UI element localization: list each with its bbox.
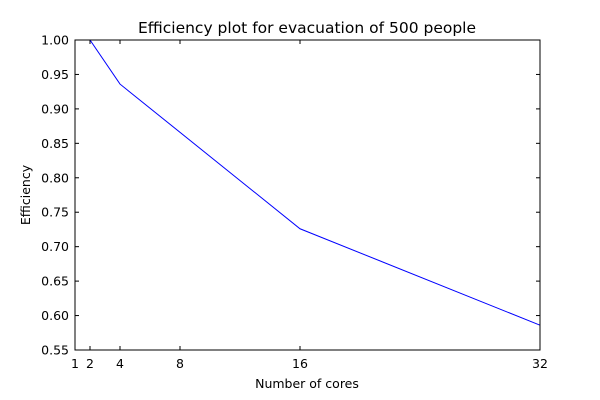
- x-tick-label: 16: [292, 356, 308, 371]
- y-tick-label: 0.95: [41, 67, 69, 82]
- y-tick-label: 0.80: [41, 170, 69, 185]
- x-tick-label: 4: [116, 356, 124, 371]
- chart-title: Efficiency plot for evacuation of 500 pe…: [138, 19, 476, 37]
- x-tick-label: 8: [176, 356, 184, 371]
- x-tick-label: 32: [532, 356, 548, 371]
- y-axis-label: Efficiency: [18, 164, 33, 225]
- plot-area-frame: [74, 39, 541, 351]
- x-axis-label: Number of cores: [255, 376, 359, 391]
- x-tick-label: 2: [86, 356, 94, 371]
- y-tick-label: 1.00: [41, 33, 69, 48]
- y-tick-label: 0.70: [41, 239, 69, 254]
- x-tick-label: 1: [71, 356, 79, 371]
- y-axis-ticks: 0.55 0.60 0.65 0.70 0.75 0.80 0.85 0.90 0.95 1.00: [41, 33, 540, 358]
- y-tick-label: 0.65: [41, 274, 69, 289]
- x-axis-ticks: 1 2 4 8 16 32: [71, 40, 548, 371]
- y-tick-label: 0.75: [41, 205, 69, 220]
- y-tick-label: 0.55: [41, 343, 69, 358]
- y-tick-label: 0.90: [41, 101, 69, 116]
- y-tick-label: 0.85: [41, 136, 69, 151]
- y-tick-label: 0.60: [41, 308, 69, 323]
